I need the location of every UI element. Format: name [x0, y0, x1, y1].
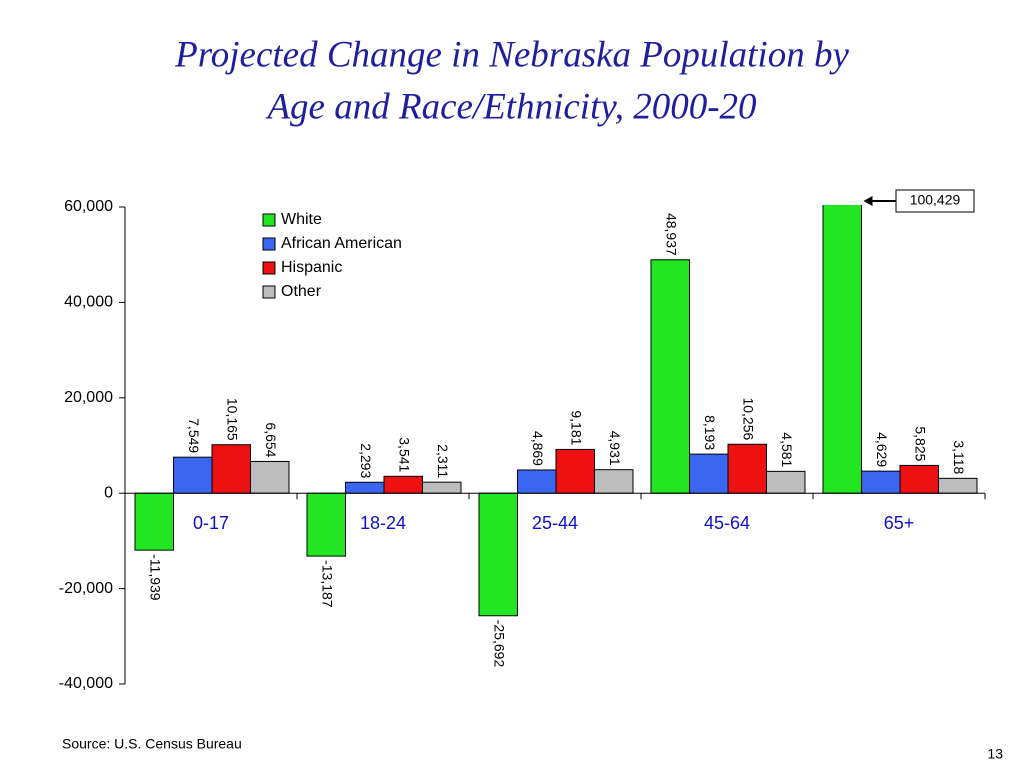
data-label: 3,541	[397, 437, 413, 472]
data-label: 9,181	[569, 410, 585, 445]
y-tick-label: -20,000	[59, 580, 113, 597]
x-tick-label: 65+	[884, 513, 915, 533]
bar	[727, 443, 767, 494]
data-label: 3,118	[951, 440, 967, 474]
data-label: 2,311	[435, 444, 451, 478]
bar	[766, 470, 806, 494]
bar	[822, 205, 862, 494]
legend-swatch	[262, 213, 276, 227]
legend-label: Hispanic	[281, 259, 342, 276]
data-label: 4,931	[607, 431, 623, 466]
data-label: -11,939	[148, 554, 164, 601]
bar	[861, 470, 901, 494]
x-tick-label: 45-64	[704, 513, 750, 533]
bar	[594, 469, 634, 494]
bar	[250, 460, 290, 494]
data-label: 7,549	[186, 418, 202, 453]
legend-label: White	[281, 211, 322, 228]
bar	[383, 475, 423, 494]
bar	[555, 448, 595, 494]
page-number: 13	[987, 746, 1003, 762]
x-tick-label: 18-24	[360, 513, 406, 533]
bar	[306, 492, 346, 557]
data-label: 4,581	[779, 432, 795, 467]
data-label: -25,692	[492, 620, 508, 668]
data-label: 8,193	[702, 415, 718, 450]
callout-arrowhead	[863, 196, 873, 206]
bar	[345, 481, 385, 494]
bar	[938, 477, 978, 494]
data-label: 48,937	[664, 213, 680, 256]
legend-swatch	[262, 285, 276, 299]
data-label: 10,165	[225, 398, 241, 441]
chart-title: Projected Change in Nebraska Population …	[174, 34, 849, 75]
data-label: 100,429	[910, 192, 961, 208]
bar	[899, 464, 939, 494]
source: Source: U.S. Census Bureau	[62, 736, 242, 752]
y-tick-label: 40,000	[64, 294, 113, 311]
legend-label: Other	[281, 283, 322, 300]
data-label: 6,654	[263, 422, 279, 457]
x-tick-label: 0-17	[193, 513, 229, 533]
bar	[689, 453, 729, 494]
bar	[478, 492, 518, 617]
data-label: 2,293	[358, 443, 374, 478]
y-tick-label: 60,000	[64, 198, 113, 215]
bars	[134, 205, 978, 617]
legend-label: African American	[281, 235, 402, 252]
data-label: 5,825	[913, 426, 929, 461]
legend-swatch	[262, 237, 276, 251]
data-label: -13,187	[320, 560, 336, 608]
bar	[211, 444, 251, 494]
y-tick-label: 0	[104, 484, 113, 501]
bar	[422, 481, 462, 494]
bar	[650, 259, 690, 494]
legend-swatch	[262, 261, 276, 275]
data-label: 4,629	[874, 432, 890, 467]
chart-title: Age and Race/Ethnicity, 2000-20	[264, 86, 757, 127]
x-tick-label: 25-44	[532, 513, 578, 533]
bar	[173, 456, 213, 494]
bar	[517, 469, 557, 494]
y-tick-label: 20,000	[64, 389, 113, 406]
bar	[134, 492, 174, 551]
data-label: 4,869	[530, 431, 546, 466]
y-tick-label: -40,000	[59, 675, 113, 692]
data-label: 10,256	[741, 397, 757, 440]
